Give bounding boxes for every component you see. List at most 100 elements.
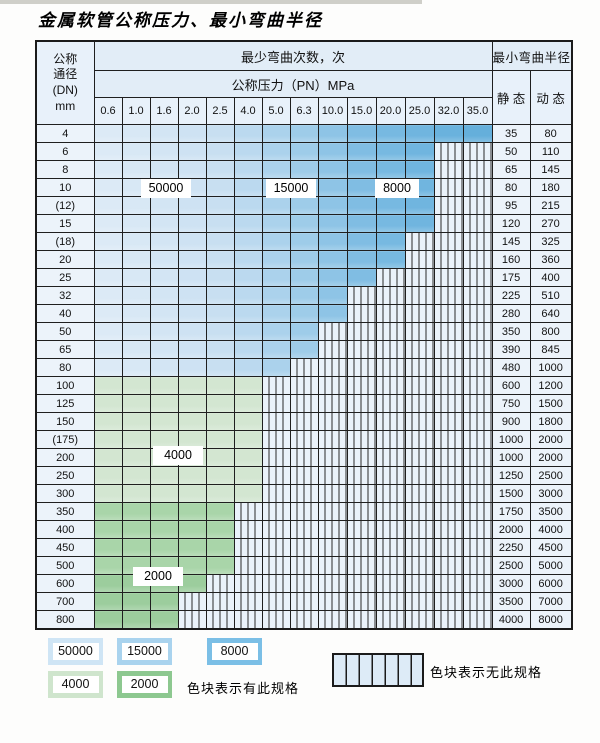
spec-available-cell — [205, 502, 235, 521]
spec-available-cell — [317, 304, 348, 323]
table-row: (12) 95 215 — [35, 196, 573, 215]
dn-header-line: (DN) — [52, 83, 78, 97]
spec-unavailable-cell — [404, 394, 435, 413]
spec-available-cell — [404, 124, 435, 143]
spec-available-cell — [121, 232, 151, 251]
spec-available-cell — [233, 124, 263, 143]
spec-unavailable-cell — [462, 160, 493, 179]
dn-cell: 600 — [35, 574, 95, 593]
spec-unavailable-cell — [404, 592, 435, 611]
dynamic-radius-cell: 4000 — [529, 520, 573, 539]
spec-unavailable-cell — [433, 232, 464, 251]
spec-unavailable-cell — [375, 304, 406, 323]
spec-available-cell — [233, 196, 263, 215]
spec-unavailable-cell — [289, 412, 319, 431]
spec-available-cell — [149, 592, 179, 611]
spec-unavailable-cell — [462, 376, 493, 395]
page-title: 金属软管公称压力、最小弯曲半径 — [38, 11, 323, 31]
spec-available-cell — [317, 124, 348, 143]
spec-unavailable-cell — [375, 448, 406, 467]
spec-available-cell — [205, 214, 235, 233]
spec-unavailable-cell — [205, 592, 235, 611]
pressure-value-header: 4.0 — [233, 97, 263, 125]
spec-unavailable-cell — [289, 592, 319, 611]
spec-available-cell — [205, 358, 235, 377]
table-row: 350 1750 3500 — [35, 502, 573, 521]
dn-cell: 15 — [35, 214, 95, 233]
table-row: (175) 1000 2000 — [35, 430, 573, 449]
legend-swatch-label: 8000 — [211, 643, 258, 660]
spec-available-cell — [177, 322, 207, 341]
legend-swatch-4000: 4000 — [48, 671, 103, 698]
spec-unavailable-cell — [289, 556, 319, 575]
spec-available-cell — [233, 304, 263, 323]
static-radius-cell: 1500 — [491, 484, 531, 503]
spec-unavailable-cell — [346, 430, 377, 449]
table-row: 25 175 400 — [35, 268, 573, 287]
spec-available-cell — [205, 178, 235, 197]
static-radius-cell: 35 — [491, 124, 531, 143]
spec-available-cell — [93, 268, 123, 287]
spec-available-cell — [375, 124, 406, 143]
spec-unavailable-cell — [433, 268, 464, 287]
spec-unavailable-cell — [346, 376, 377, 395]
spec-available-cell — [317, 178, 348, 197]
spec-available-cell — [177, 340, 207, 359]
spec-available-cell — [289, 268, 319, 287]
spec-available-cell — [346, 268, 377, 287]
table-row: 400 2000 4000 — [35, 520, 573, 539]
dn-cell: 20 — [35, 250, 95, 269]
spec-available-cell — [93, 484, 123, 503]
spec-available-cell — [233, 322, 263, 341]
pressure-header: 公称压力（PN）MPa — [93, 70, 493, 98]
dn-cell: 100 — [35, 376, 95, 395]
spec-unavailable-cell — [233, 592, 263, 611]
spec-available-cell — [177, 412, 207, 431]
spec-unavailable-cell — [375, 394, 406, 413]
spec-unavailable-cell — [317, 466, 348, 485]
table-row: 800 4000 8000 — [35, 610, 573, 630]
spec-unavailable-cell — [289, 376, 319, 395]
spec-available-cell — [346, 178, 377, 197]
spec-unavailable-cell — [346, 592, 377, 611]
dn-cell: 4 — [35, 124, 95, 143]
spec-available-cell — [261, 268, 291, 287]
spec-unavailable-cell — [404, 376, 435, 395]
dn-cell: 6 — [35, 142, 95, 161]
dn-cell: 65 — [35, 340, 95, 359]
spec-unavailable-cell — [261, 574, 291, 593]
spec-available-cell — [149, 610, 179, 630]
spec-unavailable-cell — [317, 502, 348, 521]
spec-available-cell — [375, 196, 406, 215]
spec-available-cell — [346, 250, 377, 269]
spec-unavailable-cell — [462, 196, 493, 215]
spec-unavailable-cell — [233, 502, 263, 521]
spec-available-cell — [177, 142, 207, 161]
spec-available-cell — [233, 448, 263, 467]
spec-available-cell — [375, 160, 406, 179]
spec-unavailable-cell — [233, 556, 263, 575]
spec-available-cell — [93, 538, 123, 557]
spec-unavailable-cell — [433, 178, 464, 197]
spec-available-cell — [149, 520, 179, 539]
pressure-value-header: 2.0 — [177, 97, 207, 125]
spec-unavailable-cell — [404, 556, 435, 575]
spec-available-cell — [261, 340, 291, 359]
spec-available-cell — [177, 124, 207, 143]
dn-cell: 300 — [35, 484, 95, 503]
spec-unavailable-cell — [346, 538, 377, 557]
cycle-label-4000: 4000 — [153, 446, 203, 465]
static-radius-cell: 2500 — [491, 556, 531, 575]
pressure-value-header: 20.0 — [375, 97, 406, 125]
table-row: 700 3500 7000 — [35, 592, 573, 611]
spec-unavailable-cell — [317, 394, 348, 413]
spec-available-cell — [205, 304, 235, 323]
dynamic-radius-cell: 215 — [529, 196, 573, 215]
spec-unavailable-cell — [404, 448, 435, 467]
spec-available-cell — [404, 196, 435, 215]
spec-unavailable-cell — [433, 502, 464, 521]
dn-cell: 8 — [35, 160, 95, 179]
spec-available-cell — [205, 268, 235, 287]
spec-available-cell — [149, 358, 179, 377]
spec-available-cell — [93, 520, 123, 539]
